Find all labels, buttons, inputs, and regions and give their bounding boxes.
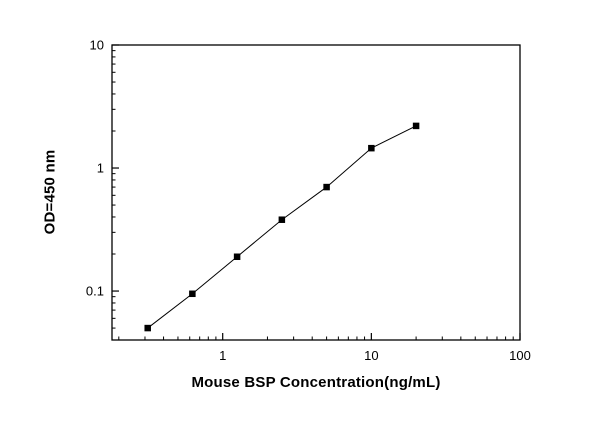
y-tick-label: 10 <box>90 38 104 53</box>
y-tick-label: 1 <box>97 161 104 176</box>
data-point-marker <box>368 144 375 152</box>
x-tick-label: 100 <box>509 348 531 363</box>
data-point-marker <box>144 324 151 332</box>
y-tick-label: 0.1 <box>86 284 104 299</box>
data-point-marker <box>233 253 241 261</box>
x-tick-label: 1 <box>219 348 226 363</box>
data-point-marker <box>412 122 420 130</box>
x-tick-label: 10 <box>364 348 378 363</box>
plot-frame <box>111 44 521 341</box>
data-point-marker <box>189 290 196 298</box>
data-point-marker <box>323 183 330 191</box>
x-axis-label: Mouse BSP Concentration(ng/mL) <box>191 374 441 391</box>
y-axis-label: OD=450 nm <box>41 149 59 235</box>
data-point-marker <box>278 216 286 223</box>
